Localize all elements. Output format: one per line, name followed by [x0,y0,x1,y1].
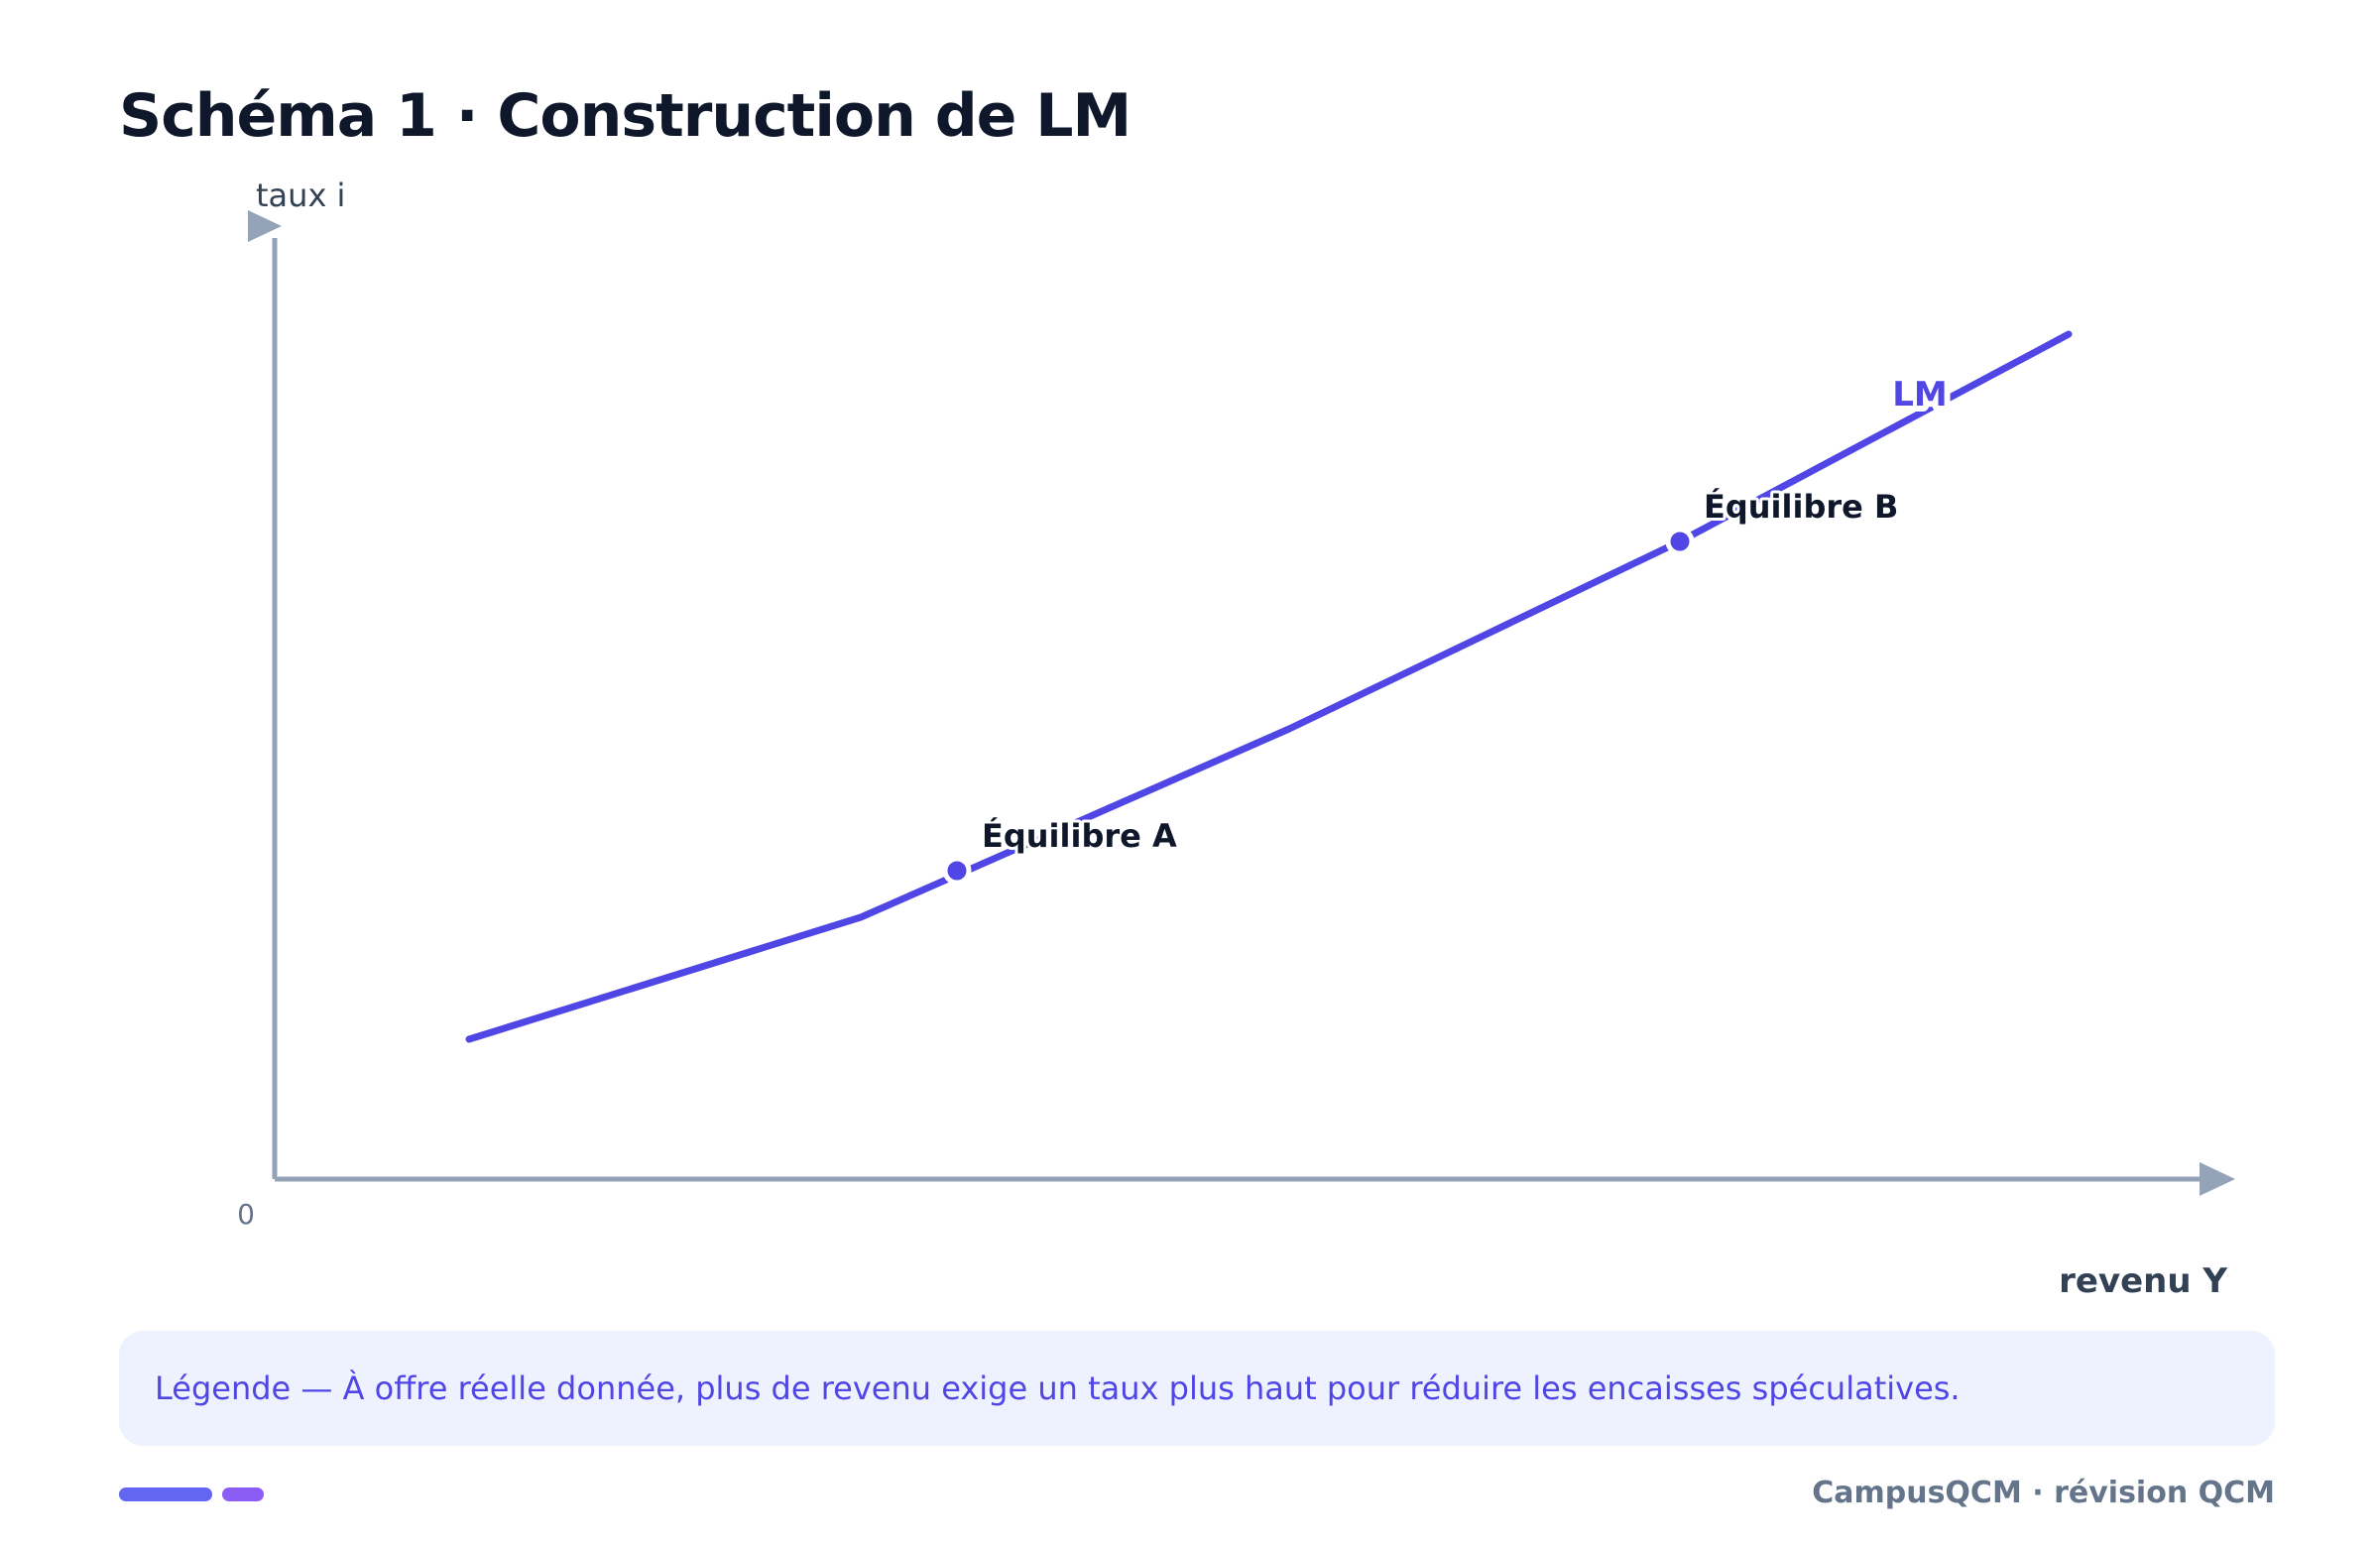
footer-accent-bar [119,1487,212,1501]
footer-brand: CampusQCM · révision QCM [1812,1476,2275,1510]
equilibrium-a-point [942,856,972,886]
footer-accent-bar-small [222,1487,264,1501]
legend-text: Légende — À offre réelle donnée, plus de… [155,1369,1961,1407]
legend-box: Légende — À offre réelle donnée, plus de… [119,1331,2275,1446]
lm-curve [465,330,2073,1043]
y-axis-arrow-icon [248,210,282,242]
origin-label: 0 [237,1198,255,1231]
x-axis-label: revenu Y [2059,1261,2227,1301]
x-axis-arrow-icon [2200,1162,2235,1196]
lm-curve-label: LM [1892,375,1948,415]
equilibrium-b-point [1665,527,1695,556]
equilibrium-b-label: Équilibre B [1704,488,1898,526]
page-title: Schéma 1 · Construction de LM [119,81,1131,151]
y-axis-label: taux i [256,177,345,214]
equilibrium-a-label: Équilibre A [982,817,1177,855]
lm-diagram: taux i revenu Y 0 LM Équilibre A Équilib… [237,177,2235,1301]
